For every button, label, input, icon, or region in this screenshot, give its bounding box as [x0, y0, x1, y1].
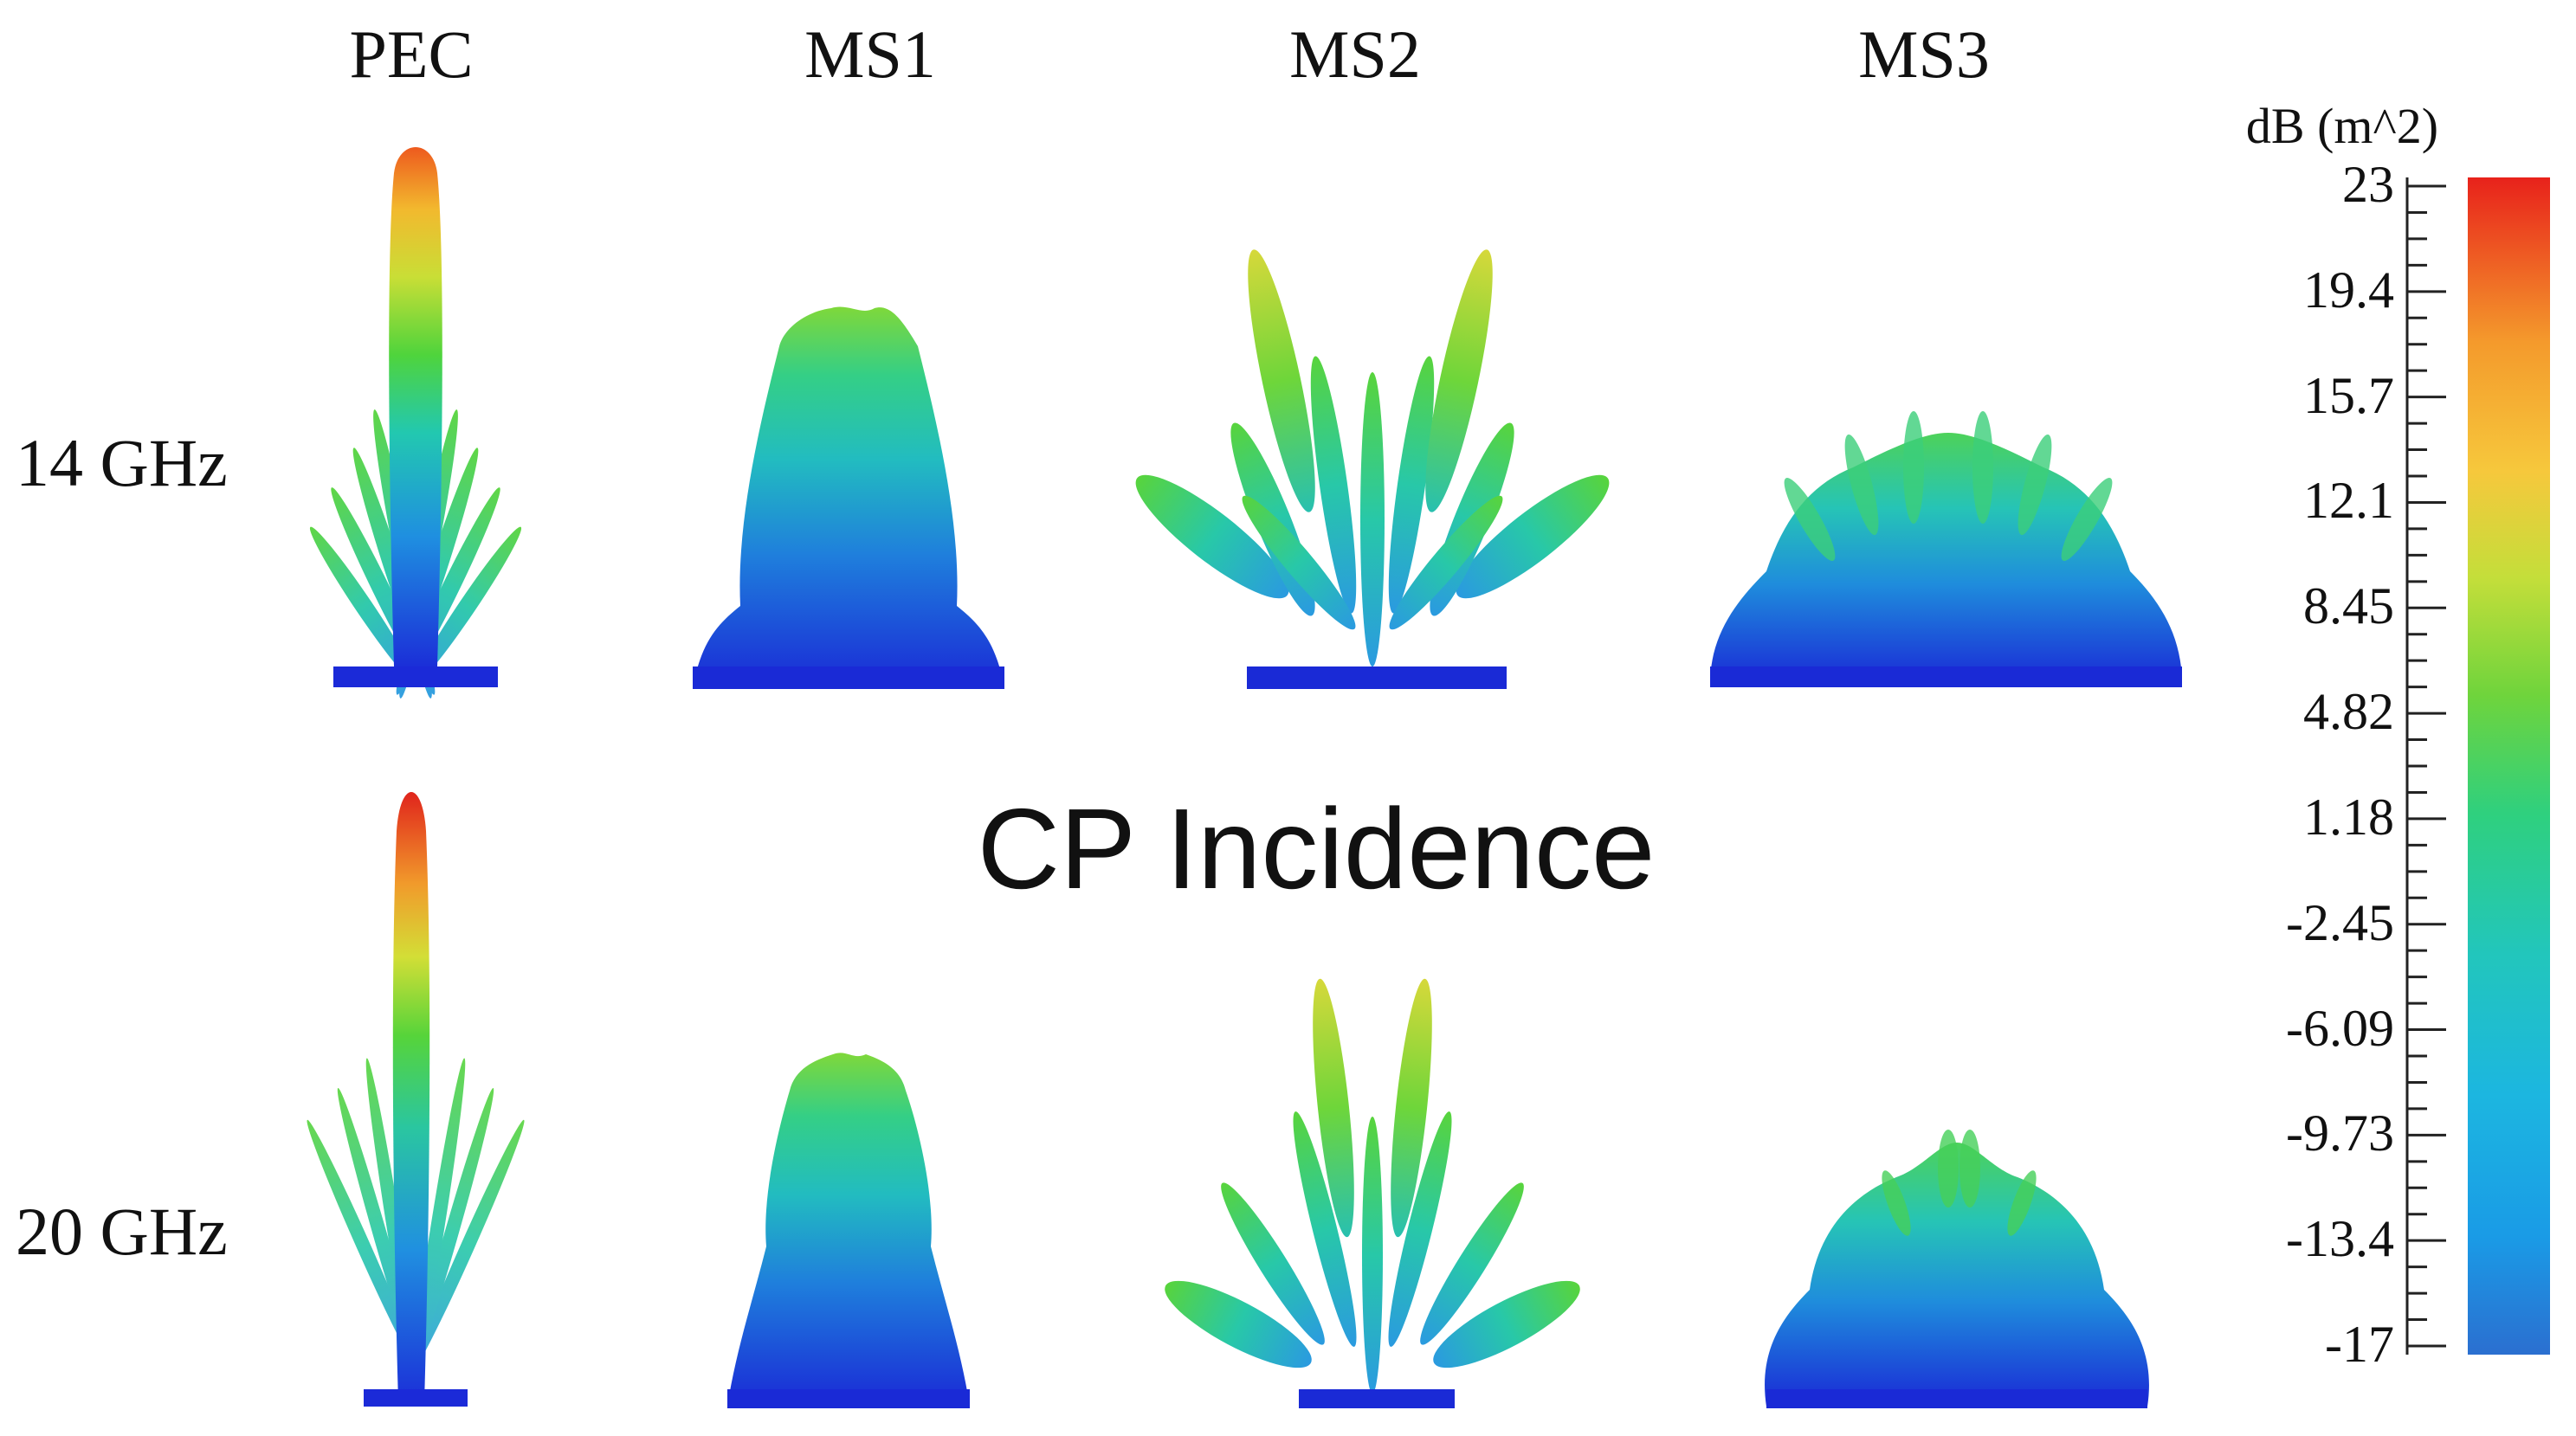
colorbar	[2405, 177, 2550, 1355]
colorbar-tick-label: 1.18	[2303, 788, 2394, 846]
colorbar-tick-label: -6.09	[2286, 999, 2394, 1057]
colorbar-title: dB (m^2)	[2245, 98, 2439, 154]
colorbar-tick-label: 19.4	[2303, 261, 2394, 319]
pattern-ms2-14ghz	[1135, 249, 1610, 689]
colorbar-ticks	[2407, 184, 2446, 1348]
pattern-pec-20ghz	[307, 792, 525, 1407]
column-label-ms3: MS3	[1858, 16, 1990, 92]
cp-incidence-title: CP Incidence	[977, 785, 1656, 912]
pattern-ms3-20ghz	[1765, 1130, 2149, 1408]
colorbar-tick-label: -17	[2325, 1316, 2394, 1373]
colorbar-tick-label: 23	[2342, 156, 2394, 213]
colorbar-tick-label: 8.45	[2303, 577, 2394, 635]
pattern-ms2-20ghz	[1165, 978, 1580, 1408]
column-label-pec: PEC	[349, 16, 474, 92]
pattern-ms3-14ghz	[1710, 411, 2182, 687]
colorbar-tick-label: 15.7	[2303, 366, 2394, 424]
colorbar-gradient	[2468, 177, 2550, 1355]
column-label-ms2: MS2	[1289, 16, 1421, 92]
colorbar-tick-label: 12.1	[2303, 472, 2394, 530]
colorbar-tick-label: 4.82	[2303, 683, 2394, 741]
row-label-20ghz: 20 GHz	[16, 1194, 228, 1269]
pattern-ms1-14ghz	[693, 306, 1004, 689]
colorbar-tick-label: -2.45	[2286, 893, 2394, 951]
pattern-ms1-20ghz	[727, 1053, 970, 1408]
column-label-ms1: MS1	[804, 16, 936, 92]
row-label-14ghz: 14 GHz	[16, 425, 228, 500]
pattern-pec-14ghz	[309, 147, 522, 699]
colorbar-tick-label: -13.4	[2286, 1210, 2394, 1268]
colorbar-tick-label: -9.73	[2286, 1104, 2394, 1162]
